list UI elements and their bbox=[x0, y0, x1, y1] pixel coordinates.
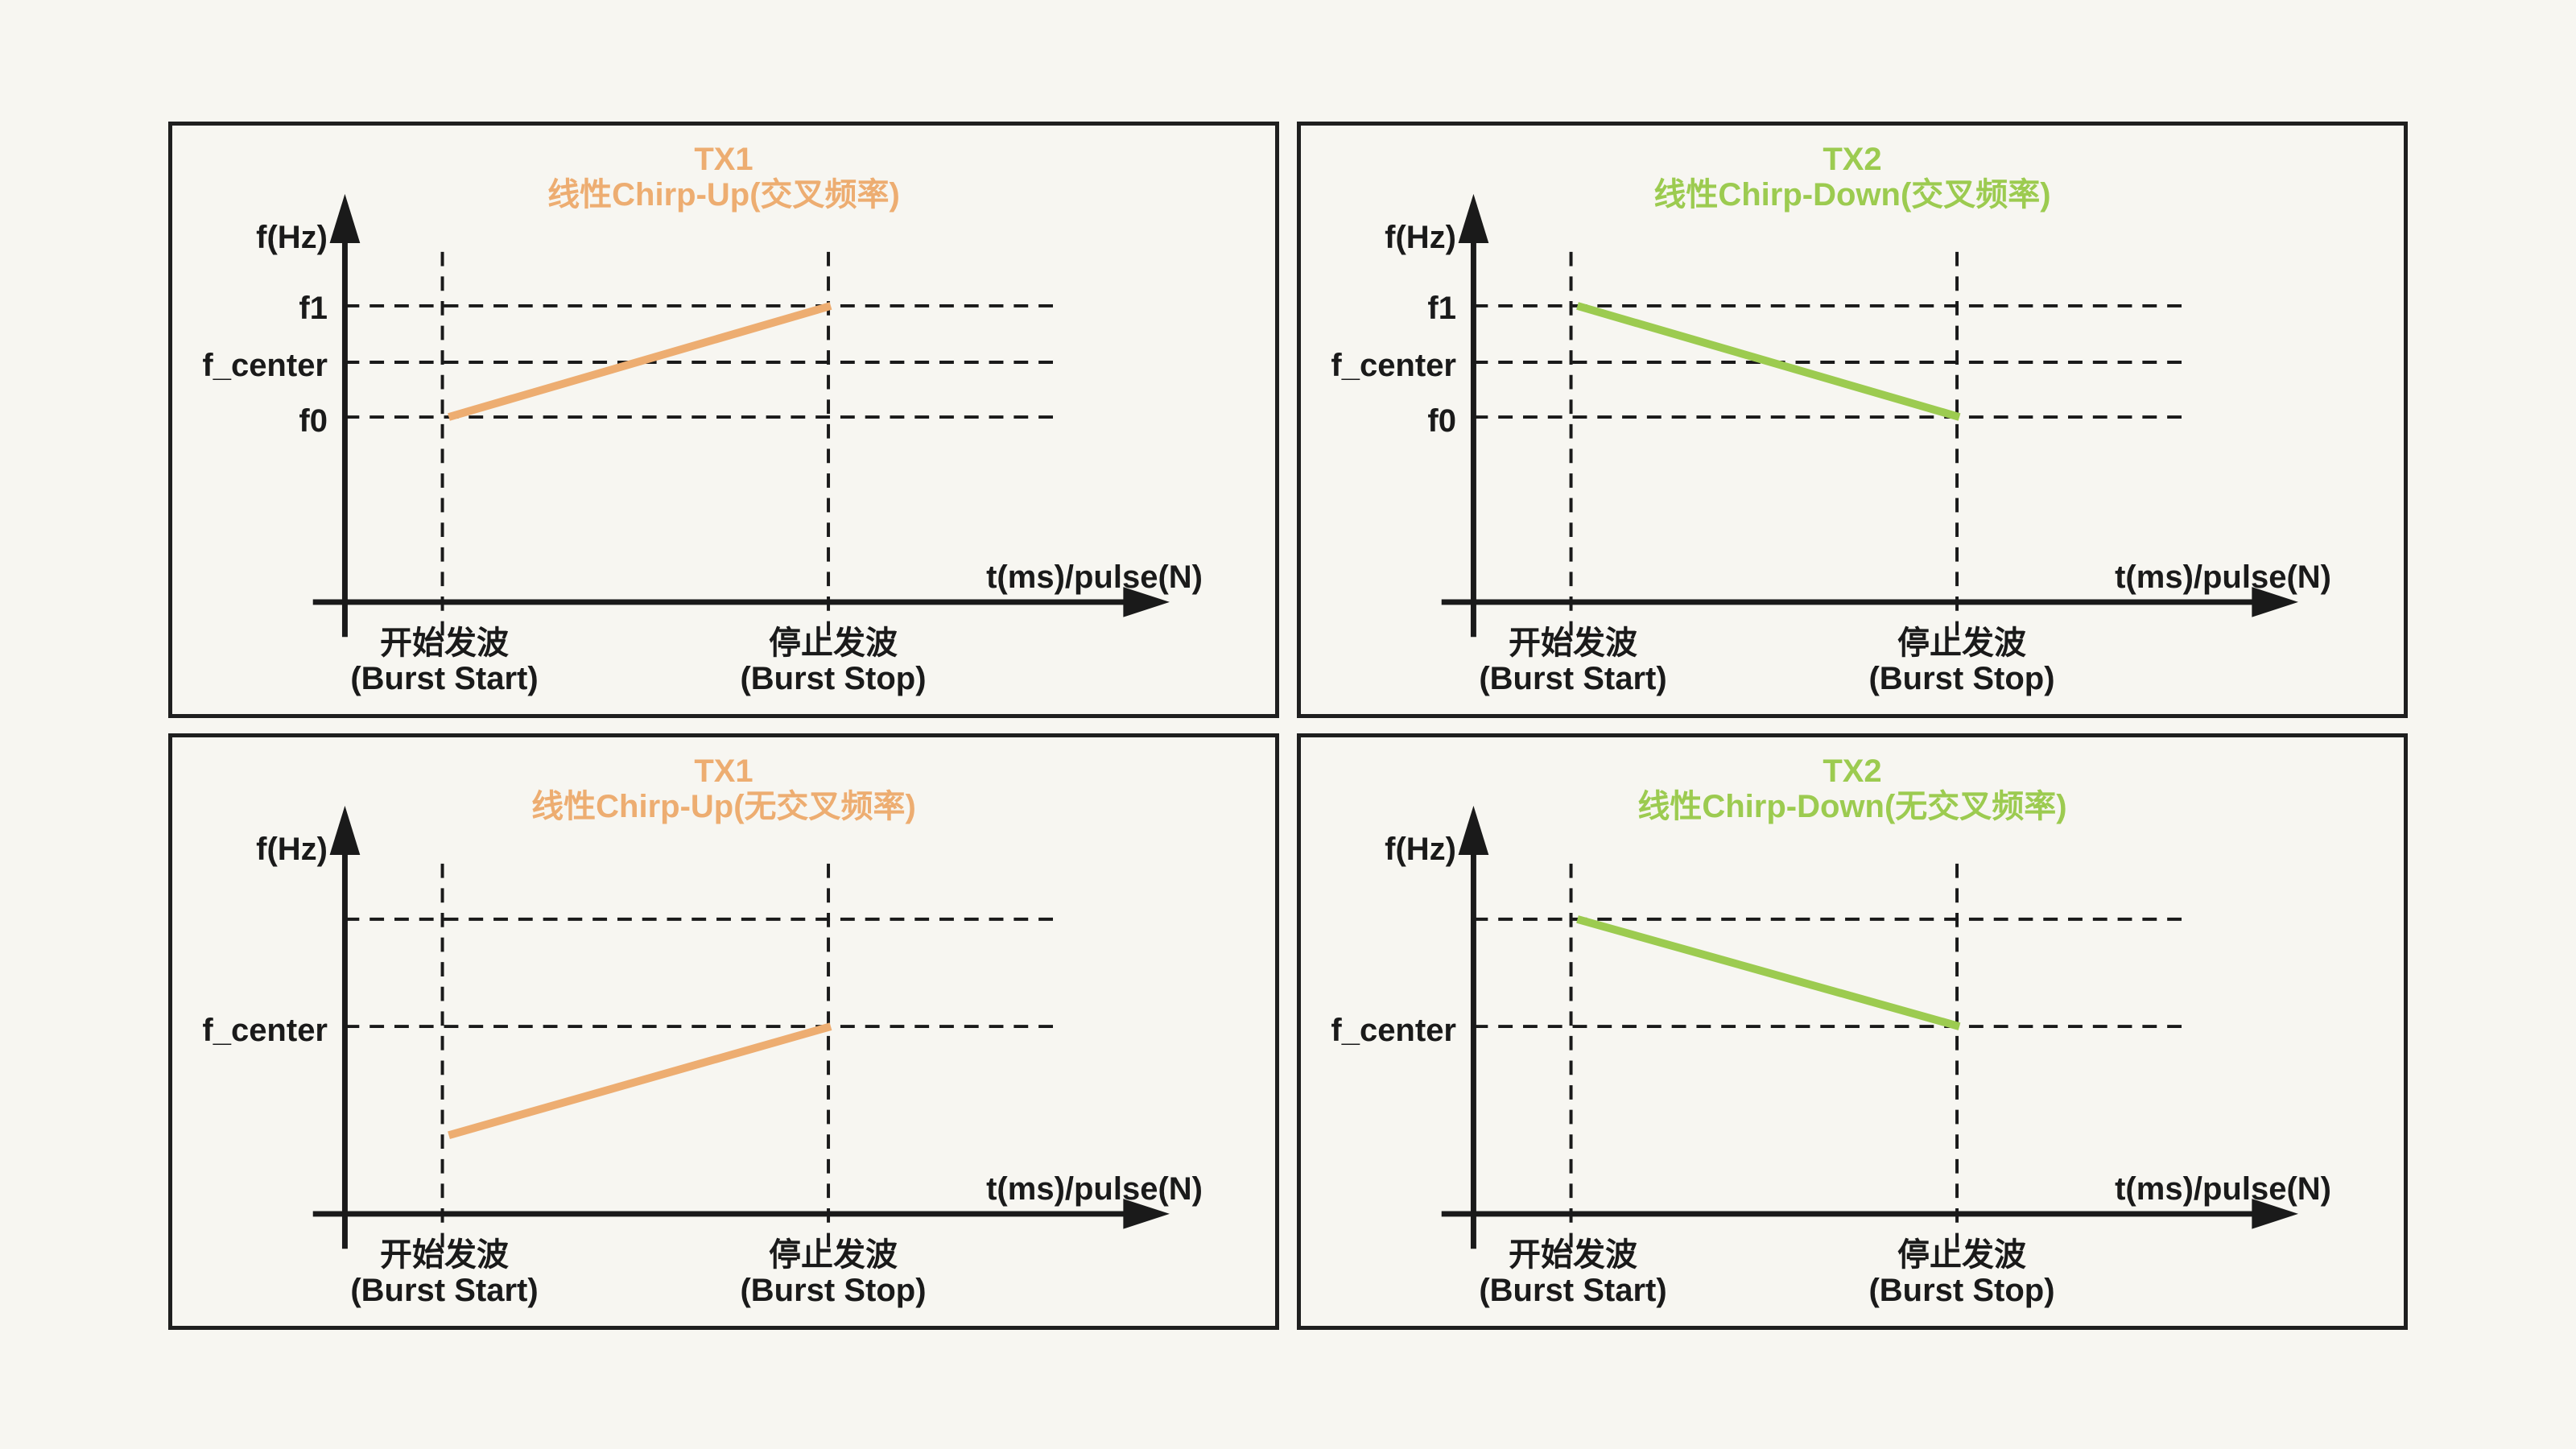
panel-tx2-chirp-down-non-crossing: TX2 线性Chirp-Down(无交叉频率) f(Hz) f_center t… bbox=[1297, 733, 2408, 1330]
panel-subtitle: 线性Chirp-Up(无交叉频率) bbox=[531, 789, 916, 824]
gridline-label-f1: f1 bbox=[299, 291, 328, 326]
tick-burst-start: 开始发波 (Burst Start) bbox=[1428, 1237, 1718, 1308]
tick-burst-stop-en: (Burst Stop) bbox=[740, 1273, 927, 1308]
chirp-plot bbox=[312, 805, 1170, 1249]
tick-burst-start-en: (Burst Start) bbox=[350, 1273, 539, 1308]
tick-burst-start-cn: 开始发波 bbox=[1509, 625, 1637, 661]
panel-tx1-chirp-up-non-crossing: TX1 线性Chirp-Up(无交叉频率) f(Hz) f_center t(m… bbox=[168, 733, 1279, 1330]
tick-burst-stop-cn: 停止发波 bbox=[769, 625, 898, 661]
panel-subtitle: 线性Chirp-Down(无交叉频率) bbox=[1637, 789, 2067, 824]
tick-burst-stop: 停止发波 (Burst Stop) bbox=[688, 625, 978, 696]
gridline-label-f-center: f_center bbox=[1331, 348, 1456, 383]
panel-title-block: TX2 线性Chirp-Down(交叉频率) bbox=[1301, 142, 2404, 213]
y-axis-label: f(Hz) bbox=[1385, 832, 1456, 867]
tick-burst-start-cn: 开始发波 bbox=[1509, 1237, 1637, 1273]
y-axis-label: f(Hz) bbox=[256, 832, 328, 867]
panel-subtitle: 线性Chirp-Up(交叉频率) bbox=[547, 177, 900, 213]
tick-burst-start: 开始发波 (Burst Start) bbox=[299, 625, 589, 696]
tick-burst-start-cn: 开始发波 bbox=[380, 1237, 509, 1273]
chirp-plot bbox=[1441, 805, 2298, 1249]
tick-burst-stop-en: (Burst Stop) bbox=[1868, 661, 2055, 696]
panel-tx1-chirp-up-crossing: TX1 线性Chirp-Up(交叉频率) f(Hz) f1 f_center f… bbox=[168, 122, 1279, 718]
panel-title: TX1 bbox=[694, 753, 753, 789]
panel-subtitle: 线性Chirp-Down(交叉频率) bbox=[1653, 177, 2051, 213]
tick-burst-start: 开始发波 (Burst Start) bbox=[299, 1237, 589, 1308]
tick-burst-start-en: (Burst Start) bbox=[1479, 1273, 1667, 1308]
panel-title-block: TX1 线性Chirp-Up(无交叉频率) bbox=[172, 753, 1275, 824]
tick-burst-stop-cn: 停止发波 bbox=[1897, 625, 2026, 661]
y-axis-label: f(Hz) bbox=[256, 220, 328, 255]
tick-burst-start-en: (Burst Start) bbox=[1479, 661, 1667, 696]
chirp-plot bbox=[312, 193, 1170, 638]
tick-burst-start-en: (Burst Start) bbox=[350, 661, 539, 696]
gridline-label-f-center: f_center bbox=[1331, 1013, 1456, 1048]
panel-tx2-chirp-down-crossing: TX2 线性Chirp-Down(交叉频率) f(Hz) f1 f_center… bbox=[1297, 122, 2408, 718]
x-axis-label: t(ms)/pulse(N) bbox=[2115, 1171, 2331, 1207]
tick-burst-start-cn: 开始发波 bbox=[380, 625, 509, 661]
panel-title: TX2 bbox=[1823, 142, 1882, 177]
chirp-plot bbox=[1441, 193, 2298, 638]
y-axis-label: f(Hz) bbox=[1385, 220, 1456, 255]
tick-burst-stop: 停止发波 (Burst Stop) bbox=[688, 1237, 978, 1308]
tick-burst-stop: 停止发波 (Burst Stop) bbox=[1817, 1237, 2107, 1308]
panel-title: TX2 bbox=[1823, 753, 1882, 789]
x-axis-label: t(ms)/pulse(N) bbox=[2115, 559, 2331, 595]
panel-title: TX1 bbox=[694, 142, 753, 177]
x-axis-label: t(ms)/pulse(N) bbox=[986, 559, 1203, 595]
tick-burst-stop-en: (Burst Stop) bbox=[1868, 1273, 2055, 1308]
tick-burst-stop-en: (Burst Stop) bbox=[740, 661, 927, 696]
tick-burst-start: 开始发波 (Burst Start) bbox=[1428, 625, 1718, 696]
panel-title-block: TX2 线性Chirp-Down(无交叉频率) bbox=[1301, 753, 2404, 824]
tick-burst-stop: 停止发波 (Burst Stop) bbox=[1817, 625, 2107, 696]
gridline-label-f-center: f_center bbox=[202, 1013, 328, 1048]
tick-burst-stop-cn: 停止发波 bbox=[769, 1237, 898, 1273]
gridline-label-f0: f0 bbox=[299, 403, 328, 439]
tick-burst-stop-cn: 停止发波 bbox=[1897, 1237, 2026, 1273]
gridline-label-f-center: f_center bbox=[202, 348, 328, 383]
x-axis-label: t(ms)/pulse(N) bbox=[986, 1171, 1203, 1207]
gridline-label-f0: f0 bbox=[1427, 403, 1456, 439]
panel-title-block: TX1 线性Chirp-Up(交叉频率) bbox=[172, 142, 1275, 213]
gridline-label-f1: f1 bbox=[1427, 291, 1456, 326]
